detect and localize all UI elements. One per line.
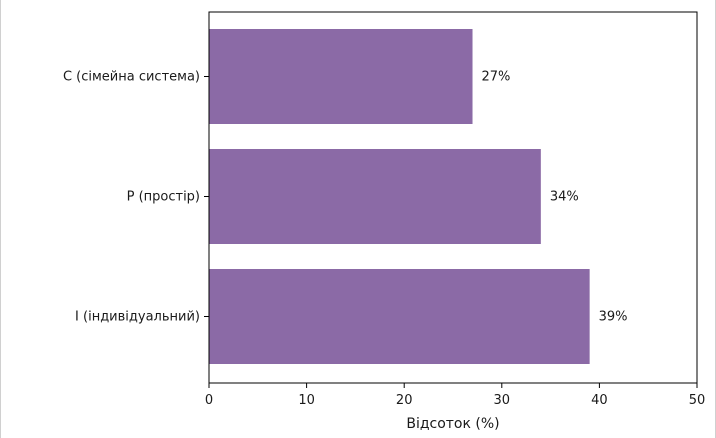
y-tick-label-2: I (індивідуальний) — [75, 310, 200, 325]
x-tick-label-3: 30 — [494, 393, 511, 408]
bar-0 — [209, 29, 473, 124]
y-axis: C (сімейна система) P (простір) I (індивід… — [63, 70, 209, 325]
data-label-0: 27% — [482, 70, 511, 85]
bar-1 — [209, 149, 541, 244]
data-label-2: 39% — [599, 310, 628, 325]
x-tick-label-0: 0 — [205, 393, 213, 408]
labels-layer: 27% 34% 39% — [482, 70, 628, 325]
plot-area-border — [208, 11, 698, 384]
y-tick-label-1: P (простір) — [127, 190, 200, 205]
x-axis: 0 10 20 30 40 50 — [205, 383, 705, 408]
x-axis-title: Відсоток (%) — [406, 416, 499, 432]
x-tick-label-1: 10 — [298, 393, 315, 408]
data-label-1: 34% — [550, 190, 579, 205]
y-tick-label-0: C (сімейна система) — [63, 70, 200, 85]
x-tick-label-5: 50 — [689, 393, 706, 408]
bar-2 — [209, 269, 590, 364]
bars-layer — [209, 29, 590, 364]
x-tick-label-4: 40 — [591, 393, 608, 408]
x-tick-label-2: 20 — [396, 393, 413, 408]
